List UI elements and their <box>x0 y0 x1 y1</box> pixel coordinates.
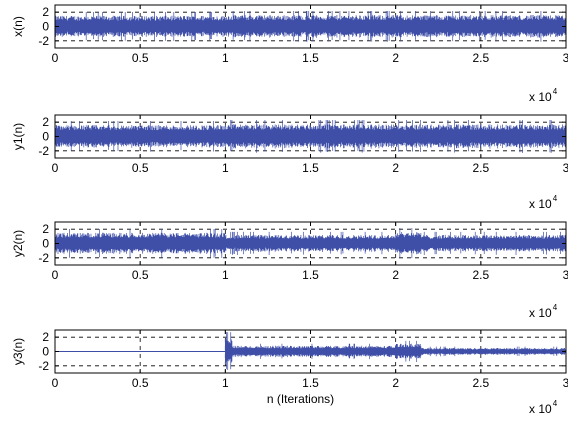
x-tick-label: 0.5 <box>132 161 149 175</box>
x-tick-label: 3 <box>563 51 568 65</box>
x-tick-label: 0.5 <box>132 51 149 65</box>
y-tick-label: -2 <box>38 34 49 48</box>
x-tick-label: 2.5 <box>472 161 489 175</box>
x-tick-label: 0.5 <box>132 376 149 390</box>
y-tick-label: 0 <box>42 130 49 144</box>
x-tick-label: 0 <box>52 161 59 175</box>
y-tick-label: 2 <box>42 330 49 344</box>
y-tick-label: -2 <box>38 144 49 158</box>
x-tick-label: 2.5 <box>472 376 489 390</box>
x-tick-label: 3 <box>563 268 568 282</box>
x-tick-label: 2 <box>392 161 399 175</box>
y-axis-label: y1(n) <box>11 123 25 150</box>
x-tick-label: 1 <box>222 376 229 390</box>
x-tick-label: 2.5 <box>472 268 489 282</box>
x-axis-label: n (Iterations) <box>267 392 334 406</box>
x-tick-label: 0 <box>52 376 59 390</box>
x-axis-multiplier: x 104 <box>529 87 558 104</box>
x-tick-label: 2.5 <box>472 51 489 65</box>
y-tick-label: -2 <box>38 251 49 265</box>
x-tick-label: 2 <box>392 51 399 65</box>
x-axis-multiplier: x 104 <box>529 399 558 416</box>
y-tick-label: 0 <box>42 345 49 359</box>
y-tick-label: 0 <box>42 237 49 251</box>
y-tick-label: -2 <box>38 359 49 373</box>
x-axis-multiplier: x 104 <box>529 303 558 320</box>
x-tick-label: 0 <box>52 268 59 282</box>
y-axis-label: x(n) <box>11 16 25 37</box>
x-tick-label: 1.5 <box>302 51 319 65</box>
x-tick-label: 1.5 <box>302 376 319 390</box>
y-tick-label: 0 <box>42 20 49 34</box>
x-tick-label: 1 <box>222 268 229 282</box>
y-tick-label: 2 <box>42 115 49 129</box>
x-axis-multiplier: x 104 <box>529 194 558 211</box>
x-tick-label: 0 <box>52 51 59 65</box>
y-axis-label: y2(n) <box>11 230 25 257</box>
y-tick-label: 2 <box>42 222 49 236</box>
x-tick-label: 0.5 <box>132 268 149 282</box>
x-tick-label: 1 <box>222 161 229 175</box>
x-tick-label: 1.5 <box>302 268 319 282</box>
x-tick-label: 3 <box>563 161 568 175</box>
x-tick-label: 3 <box>563 376 568 390</box>
x-tick-label: 2 <box>392 268 399 282</box>
x-tick-label: 2 <box>392 376 399 390</box>
y-tick-label: 2 <box>42 5 49 19</box>
x-tick-label: 1.5 <box>302 161 319 175</box>
y-axis-label: y3(n) <box>11 338 25 365</box>
x-tick-label: 1 <box>222 51 229 65</box>
